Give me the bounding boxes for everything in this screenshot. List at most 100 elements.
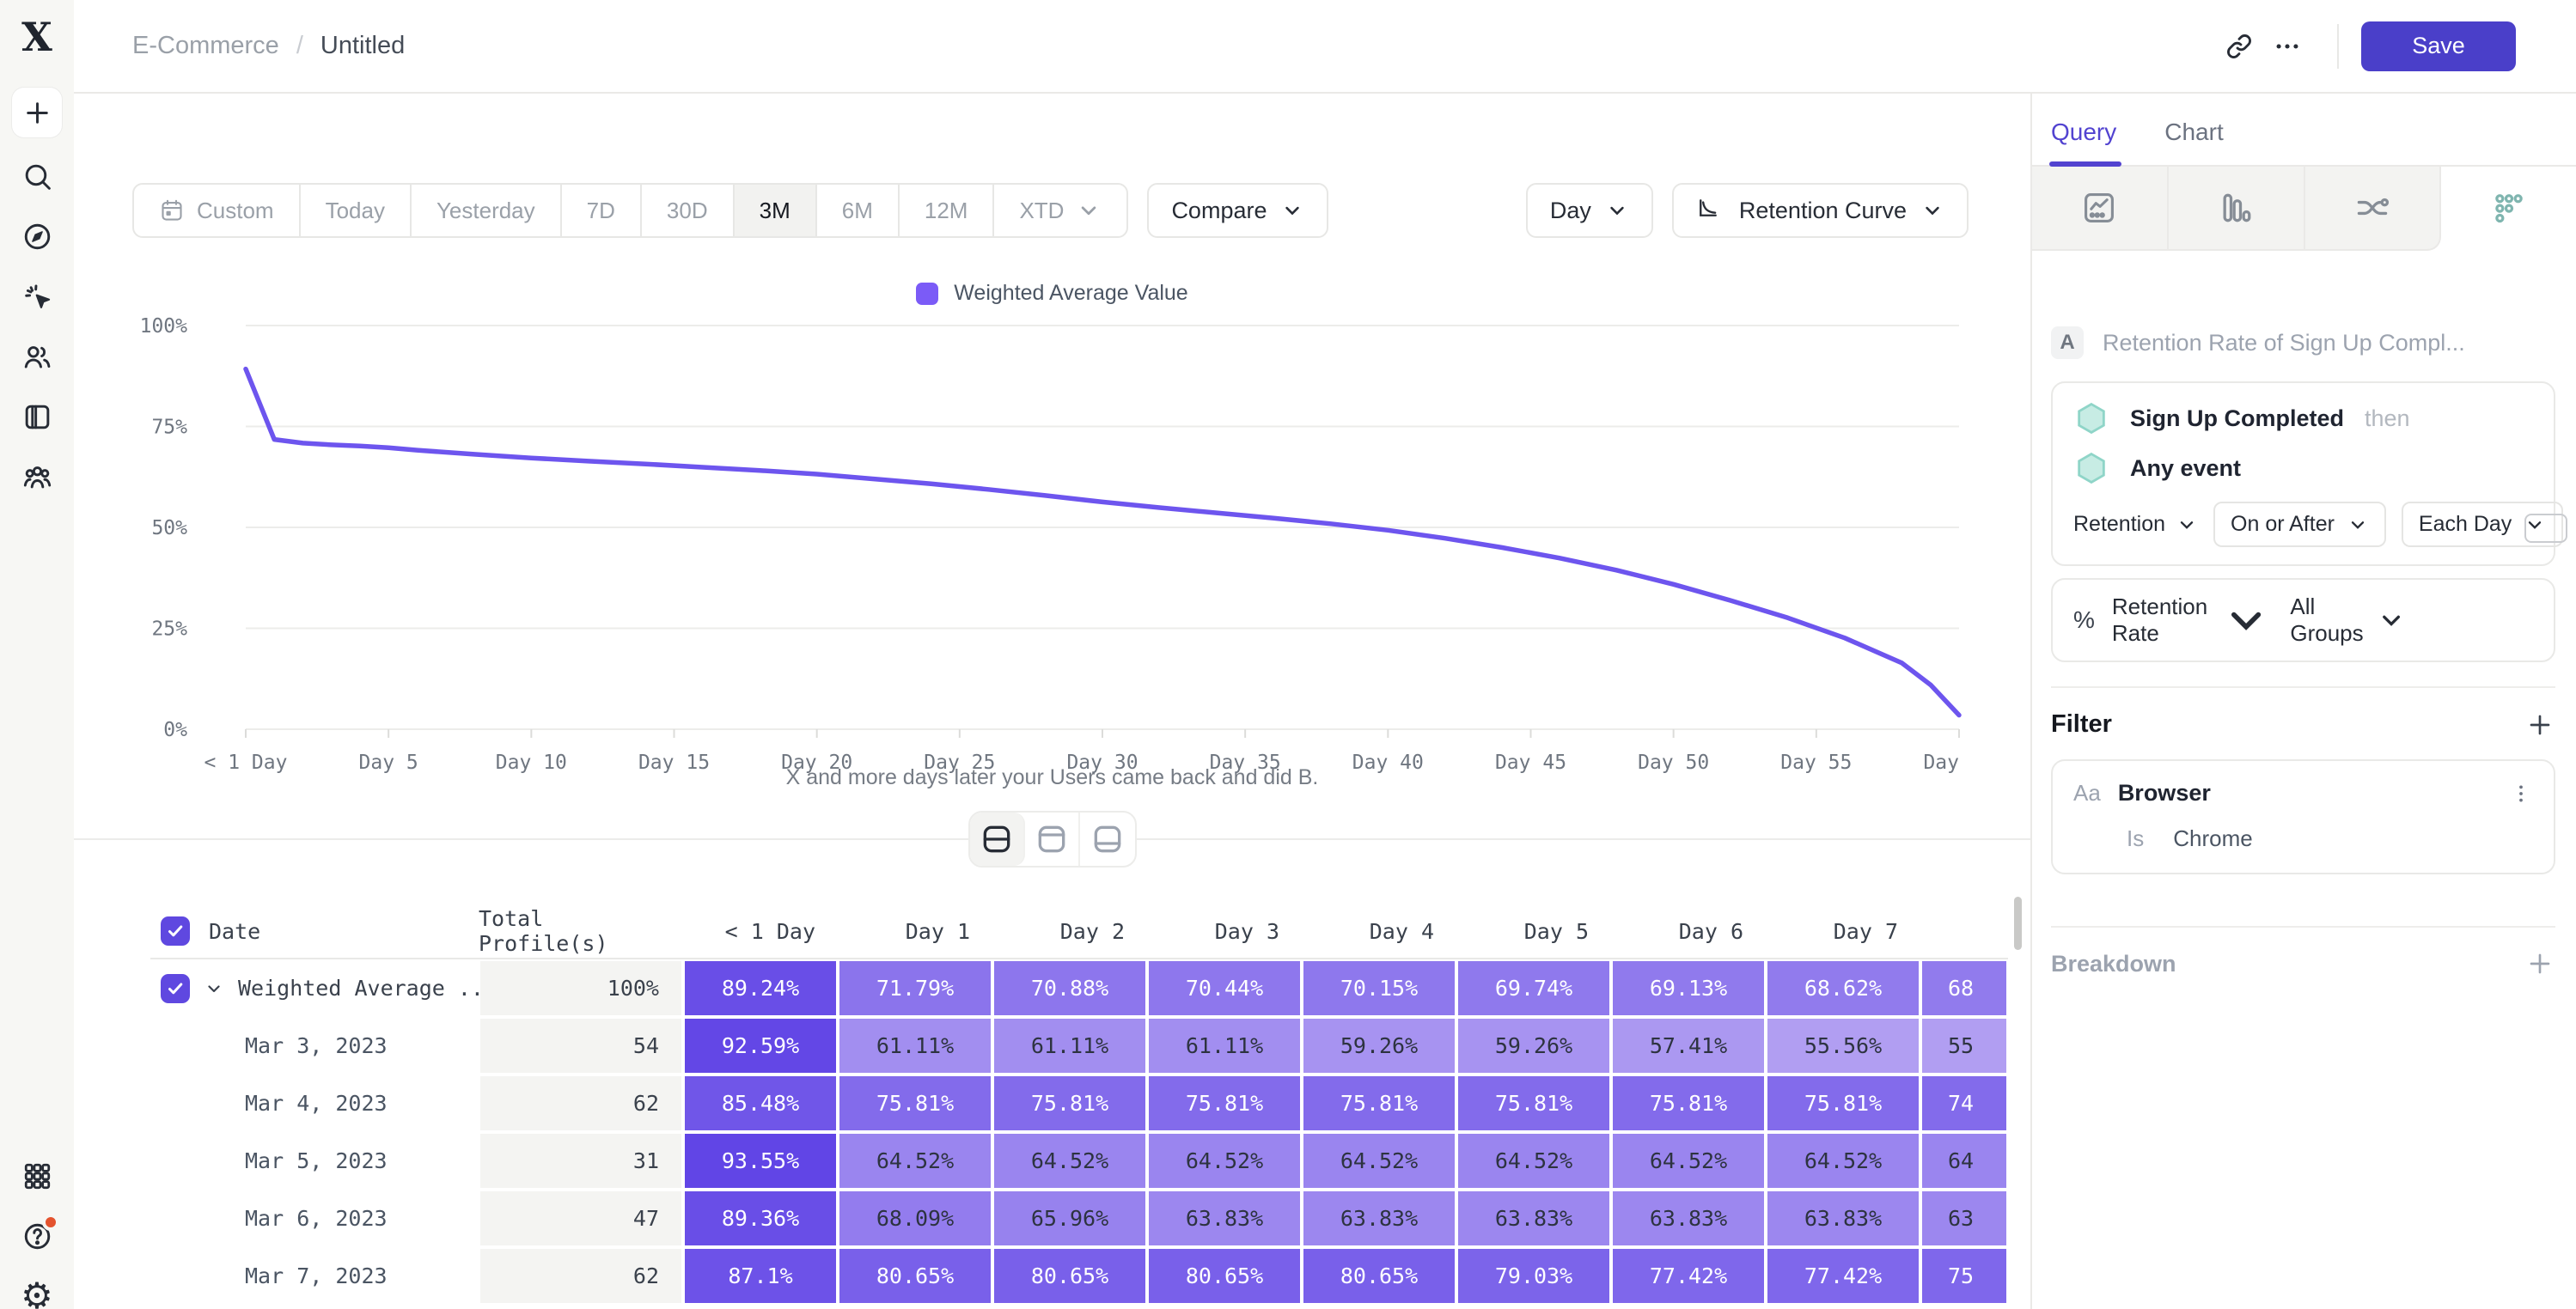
measure-dropdown[interactable]: Retention Rate xyxy=(2112,594,2273,647)
retention-cell[interactable]: 71.79% xyxy=(838,959,992,1017)
event-b-row[interactable]: Any event xyxy=(2073,450,2533,486)
table-row[interactable]: Mar 4, 2023 62 85.48% 75.81% 75.81% 75.81% 75.… xyxy=(150,1075,2008,1132)
retention-type-dropdown[interactable]: Retention xyxy=(2073,512,2198,537)
range-6m[interactable]: 6M xyxy=(817,185,900,236)
range-today[interactable]: Today xyxy=(301,185,412,236)
retention-cell[interactable]: 75.81% xyxy=(992,1075,1147,1132)
retention-cell[interactable]: 80.65% xyxy=(1302,1247,1456,1305)
retention-cell[interactable]: 69.74% xyxy=(1456,959,1611,1017)
series-title[interactable]: Retention Rate of Sign Up Compl... xyxy=(2103,329,2465,356)
breadcrumb-current[interactable]: Untitled xyxy=(320,32,406,59)
retention-cell[interactable]: 63.83% xyxy=(1302,1190,1456,1247)
chart-type-bars-icon[interactable] xyxy=(2168,167,2305,251)
compass-icon[interactable] xyxy=(9,209,64,264)
layout-bottom-icon[interactable] xyxy=(1080,813,1135,866)
table-row[interactable]: Mar 3, 2023 54 92.59% 61.11% 61.11% 61.11% 59.… xyxy=(150,1017,2008,1075)
apps-grid-icon[interactable] xyxy=(9,1148,64,1203)
retention-cell[interactable]: 61.11% xyxy=(838,1017,992,1075)
retention-cell[interactable]: 64.52% xyxy=(1302,1132,1456,1190)
brand-logo[interactable]: X xyxy=(21,14,52,60)
retention-cell[interactable]: 64.52% xyxy=(992,1132,1147,1190)
retention-cell[interactable]: 55.56% xyxy=(1766,1017,1920,1075)
retention-cell[interactable]: 75.81% xyxy=(1147,1075,1302,1132)
layout-top-icon[interactable] xyxy=(1025,813,1080,866)
add-filter-button[interactable] xyxy=(2526,711,2554,739)
expand-chevron-icon[interactable] xyxy=(204,978,224,999)
settings-icon[interactable]: ⚙ xyxy=(21,1276,53,1309)
retention-cell[interactable]: 65.96% xyxy=(992,1190,1147,1247)
save-button[interactable]: Save xyxy=(2361,21,2516,71)
retention-cell[interactable]: 89.24% xyxy=(683,959,838,1017)
filter-property-row[interactable]: Aa Browser xyxy=(2073,780,2533,807)
compare-button[interactable]: Compare xyxy=(1147,183,1329,238)
event-a-row[interactable]: Sign Up Completed then xyxy=(2073,400,2533,436)
retention-cell[interactable]: 57.41% xyxy=(1611,1017,1766,1075)
retention-cell[interactable]: 80.65% xyxy=(1147,1247,1302,1305)
vertical-scrollbar[interactable] xyxy=(2014,897,2022,950)
retention-cell[interactable]: 87.1% xyxy=(683,1247,838,1305)
users-icon[interactable] xyxy=(9,329,64,384)
table-row[interactable]: Mar 5, 2023 31 93.55% 64.52% 64.52% 64.52% 64.… xyxy=(150,1132,2008,1190)
retention-cell[interactable]: 63.83% xyxy=(1611,1190,1766,1247)
interval-dropdown[interactable]: Each Day xyxy=(2401,502,2564,547)
range-30d[interactable]: 30D xyxy=(642,185,735,236)
chart-type-insights-icon[interactable] xyxy=(2032,167,2169,251)
table-row[interactable]: Weighted Average ... 100% 89.24% 71.79% 70.8… xyxy=(150,959,2008,1017)
help-icon[interactable] xyxy=(9,1209,64,1263)
range-custom[interactable]: Custom xyxy=(134,185,301,236)
range-12m[interactable]: 12M xyxy=(900,185,995,236)
group-dropdown[interactable]: All Groups xyxy=(2290,594,2406,647)
retention-cell[interactable]: 75.81% xyxy=(1456,1075,1611,1132)
retention-curve-plot[interactable]: 100% 75% 50% 25% 0% < 1 Day Day 5 Day 10 Day 15 D… xyxy=(125,310,1964,791)
share-link-icon[interactable] xyxy=(2215,22,2263,70)
retention-cell[interactable]: 70.88% xyxy=(992,959,1147,1017)
retention-cell[interactable]: 61.11% xyxy=(992,1017,1147,1075)
retention-cell[interactable]: 93.55% xyxy=(683,1132,838,1190)
retention-cell[interactable]: 77.42% xyxy=(1611,1247,1766,1305)
row-checkbox[interactable] xyxy=(161,973,190,1003)
retention-cell[interactable]: 61.11% xyxy=(1147,1017,1302,1075)
range-7d[interactable]: 7D xyxy=(562,185,642,236)
add-breakdown-button[interactable] xyxy=(2526,950,2554,977)
layout-split-icon[interactable] xyxy=(969,813,1025,866)
retention-cell[interactable]: 77.42% xyxy=(1766,1247,1920,1305)
plus-icon[interactable] xyxy=(12,88,62,137)
retention-cell[interactable]: 80.65% xyxy=(838,1247,992,1305)
range-3m[interactable]: 3M xyxy=(734,185,817,236)
retention-cell[interactable]: 64.52% xyxy=(1456,1132,1611,1190)
cursor-click-icon[interactable] xyxy=(9,269,64,324)
retention-cell[interactable]: 64.52% xyxy=(1611,1132,1766,1190)
chart-type-dots-tri-icon[interactable] xyxy=(2441,167,2576,251)
retention-cell[interactable]: 92.59% xyxy=(683,1017,838,1075)
range-xtd[interactable]: XTD xyxy=(994,185,1126,236)
operator-dropdown[interactable]: On or After xyxy=(2213,502,2386,547)
more-options-icon[interactable] xyxy=(2263,22,2311,70)
chart-view-dropdown[interactable]: Retention Curve xyxy=(1671,183,1969,238)
retention-cell[interactable]: 79.03% xyxy=(1456,1247,1611,1305)
breadcrumb-parent[interactable]: E-Commerce xyxy=(132,32,279,59)
retention-cell[interactable]: 69.13% xyxy=(1611,959,1766,1017)
tab-chart[interactable]: Chart xyxy=(2164,119,2224,145)
retention-cell[interactable]: 75.81% xyxy=(1302,1075,1456,1132)
retention-cell[interactable]: 63.83% xyxy=(1766,1190,1920,1247)
search-icon[interactable] xyxy=(9,149,64,204)
retention-cell[interactable]: 59.26% xyxy=(1302,1017,1456,1075)
retention-cell[interactable]: 64.52% xyxy=(1766,1132,1920,1190)
retention-cell[interactable]: 68.09% xyxy=(838,1190,992,1247)
chart-type-flow-icon[interactable] xyxy=(2304,167,2442,251)
retention-cell[interactable]: 80.65% xyxy=(992,1247,1147,1305)
retention-cell[interactable]: 75.81% xyxy=(1611,1075,1766,1132)
retention-cell[interactable]: 63.83% xyxy=(1147,1190,1302,1247)
retention-cell[interactable]: 70.15% xyxy=(1302,959,1456,1017)
library-icon[interactable] xyxy=(9,389,64,444)
table-row[interactable]: Mar 6, 2023 47 89.36% 68.09% 65.96% 63.83% 63.… xyxy=(150,1190,2008,1247)
table-row[interactable]: Mar 7, 2023 62 87.1% 80.65% 80.65% 80.65% 80.6… xyxy=(150,1247,2008,1305)
select-all-checkbox[interactable] xyxy=(161,916,190,946)
retention-cell[interactable]: 63.83% xyxy=(1456,1190,1611,1247)
retention-cell[interactable]: 64.52% xyxy=(838,1132,992,1190)
retention-cell[interactable]: 85.48% xyxy=(683,1075,838,1132)
retention-cell[interactable]: 89.36% xyxy=(683,1190,838,1247)
filter-condition-row[interactable]: Is Chrome xyxy=(2073,825,2533,852)
retention-cell[interactable]: 64.52% xyxy=(1147,1132,1302,1190)
retention-cell[interactable]: 75.81% xyxy=(838,1075,992,1132)
